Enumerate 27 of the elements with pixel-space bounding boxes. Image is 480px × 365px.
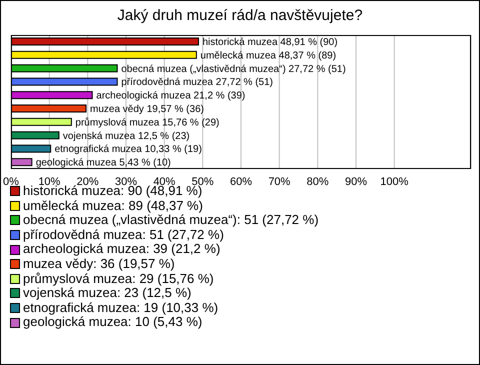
legend-label: umělecká muzea: 89 (48,37 %) [23,198,203,214]
x-tick-label: 100% [380,176,409,188]
legend-label: muzea vědy: 36 (19,57 %) [23,256,175,272]
x-tick-label: 60% [230,176,252,188]
x-tick-label: 0% [3,176,20,188]
data-label: průmyslová muzea 15,76 % (29) [75,116,220,128]
data-label: umělecká muzea 48,37 % (89) [200,50,336,62]
data-label: etnografická muzea 10,33 % (19) [54,144,202,156]
data-label: přírodovědná muzea 27,72 % (51) [121,77,274,88]
x-tick-label: 80% [306,176,329,188]
x-tick-label: 90% [344,176,368,188]
legend-label: vojenská muzea: 23 (12,5 %) [23,285,192,301]
legend-label: archeologická muzea: 39 (21,2 %) [23,241,220,257]
legend-label: průmyslová muzea: 29 (15,76 %) [23,270,214,286]
data-label: obecná muzea („vlastivědná muzea“) 27,72 % (51) [121,64,346,75]
legend-label: přírodovědná muzea: 51 (27,72 %) [23,226,224,242]
data-label: archeologická muzea 21,2 % (39) [96,90,246,102]
data-label: muzea vědy 19,57 % (36) [90,104,204,115]
x-tick-label: 20% [76,176,99,188]
x-tick-label: 70% [268,176,291,188]
legend-label: obecná muzea („vlastivědná muzea“): 51 (27,72 %) [23,212,319,228]
legend-label: geologická muzea: 10 (5,43 %) [23,314,202,330]
data-label: geologická muzea 5,43 % (10) [36,158,171,169]
chart-title: Jaký druh muzeí rád/a navštěvujete? [116,7,364,24]
data-label: vojenská muzea 12,5 % (23) [62,130,190,142]
legend-label: etnografická muzea: 19 (10,33 %) [23,300,218,316]
data-label: historická muzea 48,91 % (90) [202,37,338,48]
